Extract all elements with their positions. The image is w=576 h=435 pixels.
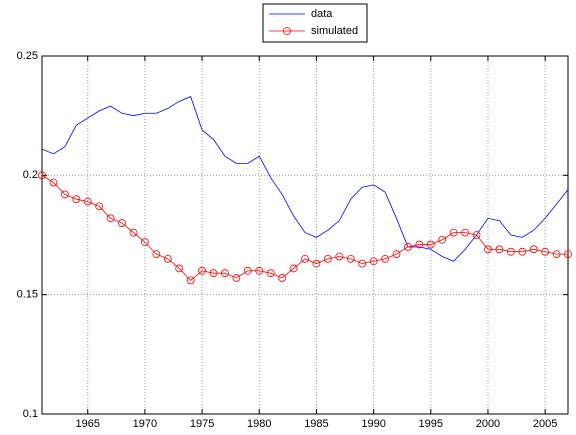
marker	[95, 202, 104, 211]
marker	[404, 243, 412, 251]
marker	[506, 247, 515, 256]
marker	[312, 259, 321, 268]
marker	[72, 195, 81, 204]
marker	[118, 219, 126, 227]
x-tick-label: 1985	[304, 418, 328, 430]
legend-label: data	[311, 8, 333, 20]
marker	[38, 171, 46, 180]
x-tick-label: 1970	[133, 418, 157, 430]
marker	[83, 197, 92, 206]
x-tick-label: 1975	[190, 418, 214, 430]
legend-box	[262, 3, 368, 43]
marker	[335, 252, 344, 261]
marker	[346, 254, 355, 263]
marker	[60, 190, 69, 199]
marker	[232, 274, 241, 282]
marker	[175, 264, 184, 273]
plot-frame	[41, 55, 569, 415]
x-tick-label: 2005	[533, 418, 557, 430]
marker	[301, 254, 309, 263]
marker	[358, 259, 367, 268]
y-tick-label: 0.25	[17, 50, 38, 62]
marker	[392, 250, 401, 258]
x-tick-label: 1995	[419, 418, 443, 430]
y-tick-label: 0.15	[17, 289, 38, 301]
marker	[564, 250, 572, 258]
marker	[495, 245, 504, 254]
legend-marker	[283, 27, 291, 35]
marker	[186, 276, 195, 285]
marker	[449, 228, 458, 237]
x-tick-label: 1980	[247, 418, 271, 430]
marker	[369, 257, 378, 266]
x-tick-label: 1965	[75, 418, 99, 430]
marker	[529, 245, 538, 254]
marker	[152, 250, 161, 258]
marker	[255, 266, 264, 275]
marker	[243, 266, 252, 275]
marker	[552, 250, 561, 258]
marker	[461, 228, 469, 237]
marker	[106, 214, 115, 223]
series-line	[41, 174, 568, 281]
marker	[209, 269, 218, 278]
x-tick-label: 1990	[361, 418, 385, 430]
marker	[426, 240, 435, 249]
marker	[266, 269, 275, 278]
marker	[289, 264, 298, 273]
marker	[163, 254, 172, 263]
x-tick-label: 2000	[476, 418, 500, 430]
marker	[278, 274, 287, 282]
marker	[518, 247, 527, 256]
marker	[381, 254, 389, 263]
y-tick-label: 0.1	[23, 408, 38, 420]
marker	[198, 266, 206, 275]
marker	[541, 247, 550, 256]
y-tick-label: 0.2	[23, 169, 38, 181]
marker	[129, 228, 138, 237]
marker	[323, 254, 332, 263]
marker	[438, 235, 447, 244]
legend-label: simulated	[311, 25, 358, 37]
marker	[49, 178, 58, 187]
marker	[141, 238, 149, 247]
marker	[484, 245, 492, 254]
marker	[472, 231, 481, 239]
marker	[221, 269, 229, 278]
marker	[415, 240, 424, 249]
series-line	[41, 96, 569, 262]
